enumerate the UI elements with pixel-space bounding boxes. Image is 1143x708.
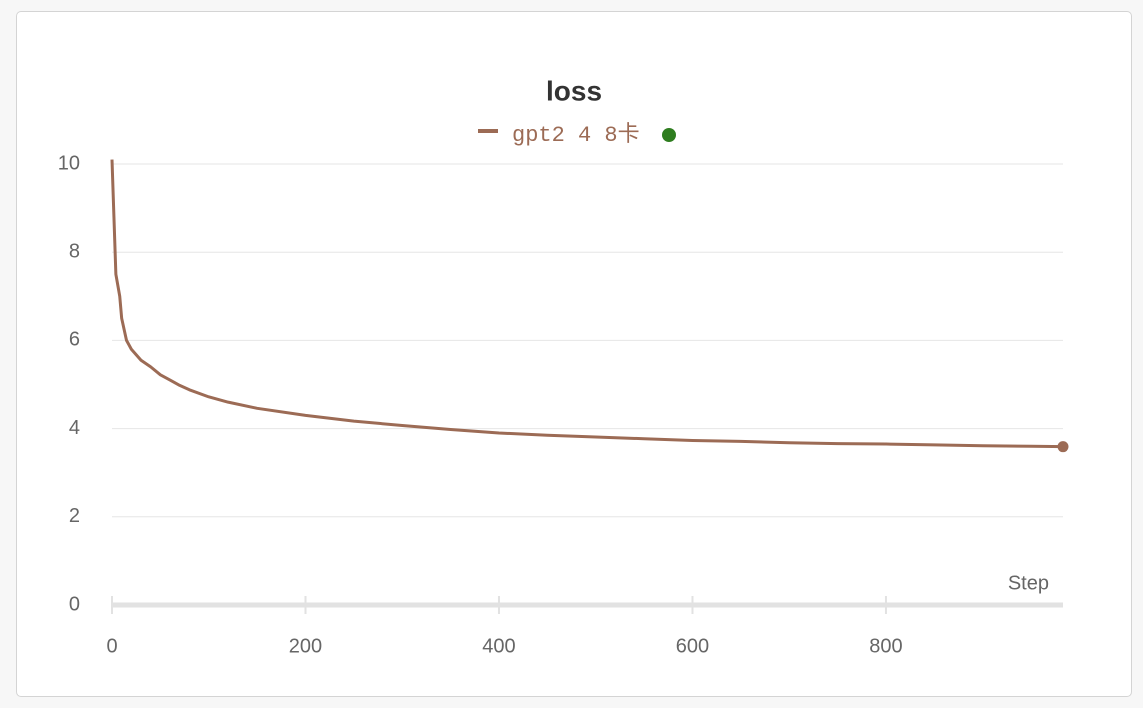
chart-title: loss xyxy=(546,75,602,106)
y-tick-label: 10 xyxy=(58,152,80,174)
x-tick-label: 600 xyxy=(676,635,709,657)
run-status-dot xyxy=(662,128,676,142)
x-tick-label: 0 xyxy=(106,635,117,657)
x-tick-label: 400 xyxy=(482,635,515,657)
chart-panel xyxy=(16,11,1132,697)
y-tick-label: 0 xyxy=(69,593,80,615)
y-tick-label: 6 xyxy=(69,329,80,351)
x-tick-label: 800 xyxy=(869,635,902,657)
y-tick-label: 4 xyxy=(69,417,80,439)
y-tick-label: 8 xyxy=(69,240,80,262)
last-point xyxy=(1057,441,1069,453)
x-axis-label: Step xyxy=(1008,572,1049,594)
series-line xyxy=(110,159,1064,449)
legend-label: gpt2 4 8卡 xyxy=(512,122,640,148)
y-tick-label: 2 xyxy=(69,505,80,527)
x-tick-label: 200 xyxy=(289,635,322,657)
